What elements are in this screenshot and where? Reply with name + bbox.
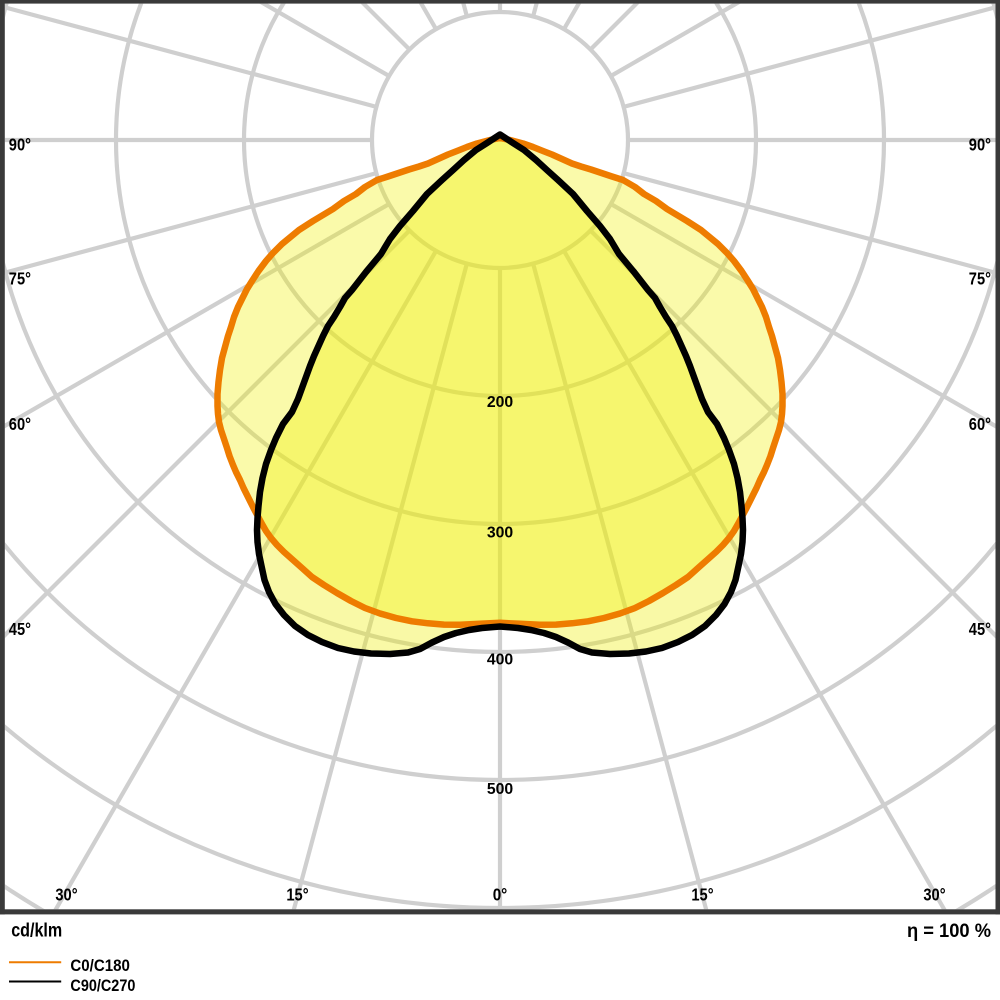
svg-text:200: 200 <box>487 394 514 411</box>
svg-text:75°: 75° <box>9 268 31 288</box>
svg-text:45°: 45° <box>969 619 991 639</box>
svg-text:C90/C270: C90/C270 <box>70 977 135 995</box>
svg-text:0°: 0° <box>493 884 508 904</box>
svg-text:30°: 30° <box>55 884 77 904</box>
svg-text:60°: 60° <box>969 414 991 434</box>
svg-text:15°: 15° <box>691 884 713 904</box>
svg-text:400: 400 <box>487 651 514 668</box>
svg-text:60°: 60° <box>9 414 31 434</box>
svg-text:75°: 75° <box>969 268 991 288</box>
svg-text:cd/klm: cd/klm <box>11 919 62 941</box>
svg-text:45°: 45° <box>9 619 31 639</box>
svg-text:C0/C180: C0/C180 <box>70 957 129 975</box>
svg-text:90°: 90° <box>9 134 31 154</box>
svg-text:15°: 15° <box>286 884 308 904</box>
svg-text:500: 500 <box>487 781 514 798</box>
svg-text:30°: 30° <box>923 884 945 904</box>
svg-text:90°: 90° <box>969 134 991 154</box>
svg-text:300: 300 <box>487 524 514 541</box>
svg-text:η = 100 %: η = 100 % <box>907 920 991 942</box>
